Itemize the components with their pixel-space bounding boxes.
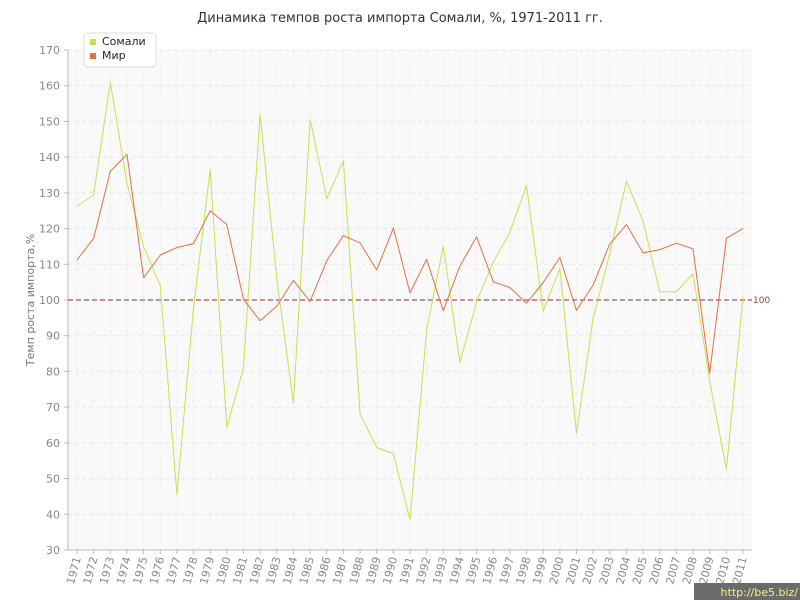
watermark: http://be5.biz/ bbox=[721, 586, 799, 599]
y-tick-label: 40 bbox=[46, 508, 60, 521]
legend-label: Сомали bbox=[102, 35, 146, 48]
y-tick-label: 120 bbox=[39, 223, 60, 236]
y-axis-ticks: 30 40 50 60 70 80 90 100 110 120 130 140 150 160 170 bbox=[39, 44, 68, 557]
reference-line-group: 100 bbox=[68, 296, 770, 306]
series-group bbox=[76, 81, 744, 521]
y-tick-label: 110 bbox=[39, 258, 60, 271]
y-tick-label: 60 bbox=[46, 437, 60, 450]
watermark-background bbox=[694, 583, 800, 600]
y-tick-label: 70 bbox=[46, 401, 60, 414]
y-tick-label: 90 bbox=[46, 330, 60, 343]
y-tick-label: 160 bbox=[39, 80, 60, 93]
y-tick-label: 80 bbox=[46, 365, 60, 378]
y-tick-label: 170 bbox=[39, 44, 60, 57]
y-tick-label: 50 bbox=[46, 473, 60, 486]
legend-swatch bbox=[90, 53, 96, 59]
reference-line-label: 100 bbox=[753, 296, 770, 306]
series-line-1 bbox=[76, 81, 744, 521]
chart-title: Динамика темпов роста импорта Сомали, %,… bbox=[197, 11, 603, 26]
y-tick-label: 30 bbox=[46, 544, 60, 557]
y-tick-label: 100 bbox=[39, 294, 60, 307]
legend-label: Мир bbox=[102, 49, 126, 62]
series-line-2 bbox=[76, 153, 744, 374]
legend-box bbox=[83, 32, 157, 68]
y-axis-label: Темп роста импорта,% bbox=[24, 234, 37, 367]
y-tick-label: 140 bbox=[39, 151, 60, 164]
y-tick-label: 150 bbox=[39, 115, 60, 128]
y-tick-label: 130 bbox=[39, 187, 60, 200]
legend-swatch bbox=[90, 39, 96, 45]
